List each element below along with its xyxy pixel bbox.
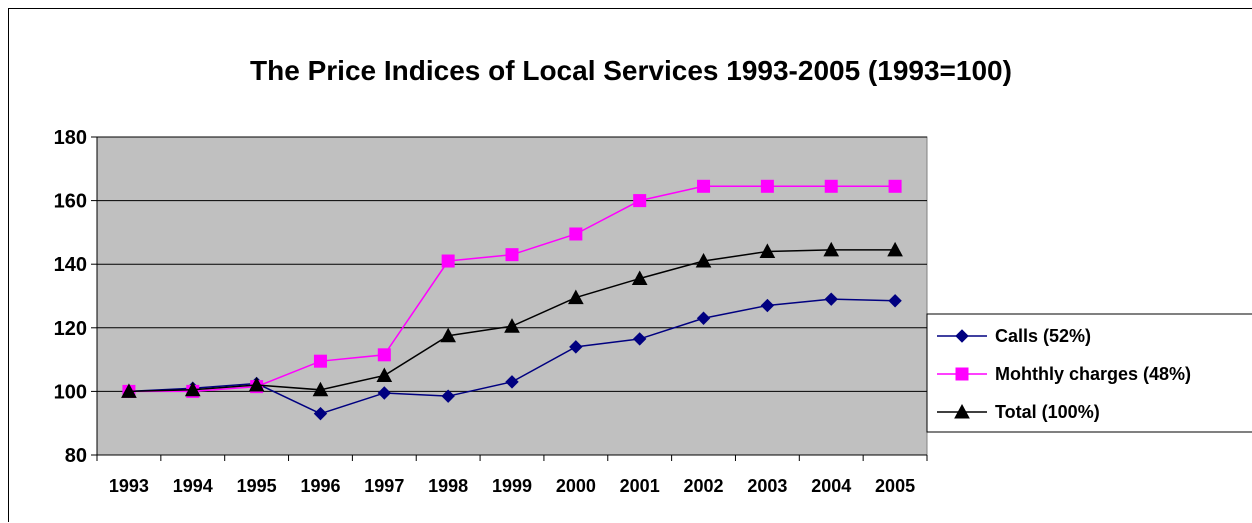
y-tick-label-160: 160 [54,191,87,213]
data-point-2-2001 [631,270,648,286]
data-point-1-2000 [569,227,583,241]
legend-marker-2 [954,403,970,419]
data-point-2-1997 [376,367,393,382]
data-point-0-1998 [441,389,455,403]
x-tick-label-1994: 1994 [173,476,213,496]
data-point-2-1998 [440,327,456,343]
data-point-0-2001 [632,332,647,346]
x-tick-label-2001: 2001 [620,476,660,496]
chart-title: The Price Indices of Local Services 1993… [250,55,1012,86]
y-tick-label-180: 180 [54,127,87,149]
data-point-0-2002 [696,311,711,325]
y-tick-label-140: 140 [54,254,87,276]
data-point-0-1996 [313,406,328,421]
data-point-1-1997 [377,348,391,362]
y-axis-ticks: 80 100 120 140 160 180 [54,127,97,467]
y-tick-label-100: 100 [54,381,87,403]
data-point-1-2001 [633,194,647,208]
y-tick-label-120: 120 [54,318,87,340]
legend-marker-1 [955,367,969,381]
data-point-1-1996 [313,354,327,368]
legend-label-1: Mohthly charges (48%) [995,364,1191,384]
axes [96,137,927,456]
x-tick-label-2004: 2004 [811,476,851,496]
data-point-2-1993 [121,383,137,398]
data-point-1-2002 [697,179,711,193]
legend-label-2: Total (100%) [995,402,1100,422]
line-chart: The Price Indices of Local Services 1993… [54,55,1252,496]
x-tick-label-1998: 1998 [428,476,468,496]
legend-label-0: Calls (52%) [995,326,1091,346]
legend: Calls (52%) Mohthly charges (48%) Total (1… [926,313,1252,433]
data-point-2-1999 [504,318,520,333]
data-point-1-2005 [888,179,902,193]
y-tick-label-80: 80 [65,445,87,467]
data-point-2-2005 [887,241,903,257]
x-tick-label-1996: 1996 [300,476,340,496]
x-tick-label-1993: 1993 [109,476,149,496]
data-point-2-2003 [759,243,776,258]
data-point-0-2000 [569,340,583,354]
data-point-2-2002 [695,252,712,268]
data-point-1-1999 [505,248,519,262]
series-lines [121,179,903,421]
plot-background [96,136,928,456]
data-point-2-1994 [184,381,201,397]
data-point-0-2005 [888,294,902,308]
x-tick-label-1995: 1995 [237,476,277,496]
legend-marker-0 [955,329,969,343]
data-point-2-2000 [568,289,584,305]
data-point-2-2004 [823,241,840,257]
x-axis-ticks: 1993 1994 1995 1996 1997 1998 1999 2000 2001 2002… [96,455,928,496]
chart-frame: The Price Indices of Local Services 1993… [8,8,1252,522]
data-point-1-2003 [760,179,774,193]
data-point-0-1999 [505,375,519,389]
data-point-0-2004 [824,292,838,306]
data-point-2-1995 [248,376,265,392]
series-2 [121,241,903,398]
x-tick-label-2005: 2005 [875,476,915,496]
x-tick-label-1999: 1999 [492,476,532,496]
data-point-0-1997 [377,386,392,400]
data-point-1-2004 [824,179,838,193]
gridlines [97,136,927,392]
x-tick-label-1997: 1997 [364,476,404,496]
x-tick-label-2000: 2000 [556,476,596,496]
data-point-0-2003 [760,298,775,313]
x-tick-label-2003: 2003 [747,476,787,496]
plot-area [96,136,928,456]
x-tick-label-2002: 2002 [684,476,724,496]
data-point-2-1996 [312,381,329,397]
data-point-1-1998 [441,254,455,268]
